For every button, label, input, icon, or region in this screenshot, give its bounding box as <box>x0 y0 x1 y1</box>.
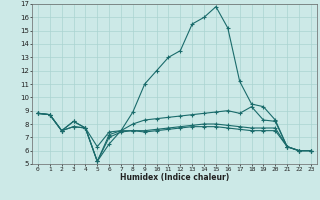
X-axis label: Humidex (Indice chaleur): Humidex (Indice chaleur) <box>120 173 229 182</box>
